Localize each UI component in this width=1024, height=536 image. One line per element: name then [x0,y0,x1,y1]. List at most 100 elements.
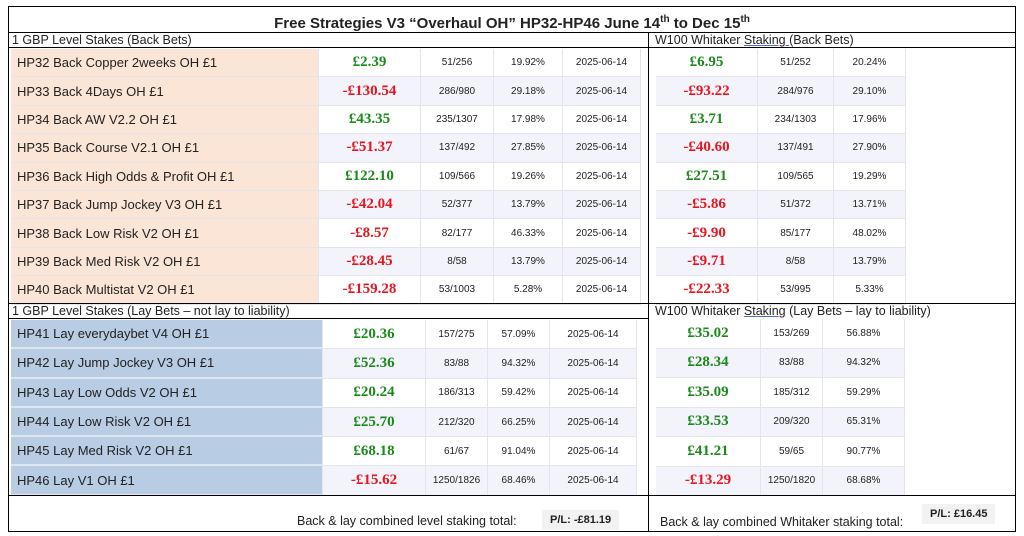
win-ratio: 186/313 [426,378,488,408]
title-sup: th [660,14,670,25]
whitaker-win-ratio: 1250/1820 [761,466,823,496]
strike-rate: 13.79% [494,247,563,277]
whitaker-win-ratio: 8/58 [758,247,834,277]
win-ratio: 83/88 [426,349,488,379]
page-title: Free Strategies V3 “Overhaul OH” HP32-HP… [9,7,1015,33]
strategy-name: HP39 Back Med Risk V2 OH £1 [11,247,319,277]
start-date: 2025-06-14 [563,134,641,163]
table-row: -£13.29 1250/1820 68.68% [656,466,905,496]
whitaker-strike-rate: 19.29% [834,162,906,191]
start-date: 2025-06-14 [563,190,641,220]
profit-loss: -£15.62 [323,466,426,496]
back-level-rows: HP32 Back Copper 2weeks OH £1 £2.39 51/256… [11,49,641,305]
whitaker-profit-loss: -£9.90 [656,219,758,248]
table-row: £28.34 83/88 94.32% [656,348,905,378]
whitaker-profit-loss: -£93.22 [656,77,758,106]
profit-loss: -£51.37 [319,134,421,163]
header-text: W100 Whitaker [655,304,744,318]
whitaker-profit-loss: £33.53 [656,407,761,437]
win-ratio: 286/980 [421,77,494,106]
whitaker-win-ratio: 137/491 [758,134,834,163]
whitaker-win-ratio: 234/1303 [758,105,834,135]
whitaker-profit-loss: £6.95 [656,49,758,78]
whitaker-profit-loss: £27.51 [656,162,758,191]
start-date: 2025-06-14 [550,466,637,496]
whitaker-win-ratio: 51/252 [758,49,834,78]
profit-loss: £20.36 [323,320,426,350]
win-ratio: 51/256 [421,49,494,78]
whitaker-strike-rate: 68.68% [823,466,905,496]
table-row: HP45 Lay Med Risk V2 OH £1 £68.18 61/67 91.… [11,437,637,467]
whitaker-strike-rate: 94.32% [823,348,905,378]
profit-loss: £43.35 [319,105,421,135]
table-row: -£5.86 51/372 13.71% [656,190,906,220]
win-ratio: 1250/1826 [426,466,488,496]
whitaker-strike-rate: 27.90% [834,134,906,163]
whitaker-profit-loss: -£13.29 [656,466,761,496]
table-row: HP42 Lay Jump Jockey V3 OH £1 £52.36 83/88… [11,349,637,379]
start-date: 2025-06-14 [563,247,641,277]
whitaker-total-label: Back & lay combined Whitaker staking tot… [660,515,904,529]
level-total-pl: P/L: -£81.19 [542,510,620,530]
table-row: HP44 Lay Low Risk V2 OH £1 £25.70 212/320 6… [11,407,637,438]
whitaker-profit-loss: £35.09 [656,378,761,408]
table-row: HP46 Lay V1 OH £1 -£15.62 1250/1826 68.46% 2… [11,466,637,496]
whitaker-strike-rate: 29.10% [834,77,906,106]
table-row: HP40 Back Multistat V2 OH £1 -£159.28 53/1… [11,276,641,305]
win-ratio: 157/275 [426,320,488,350]
profit-loss: £2.39 [319,49,421,78]
lay-level-header: 1 GBP Level Stakes (Lay Bets – not lay t… [9,304,648,319]
win-ratio: 82/177 [421,219,494,248]
whitaker-win-ratio: 109/565 [758,162,834,191]
profit-loss: £52.36 [323,349,426,379]
profit-loss: £20.24 [323,378,426,408]
strategy-name: HP38 Back Low Risk V2 OH £1 [11,219,319,248]
strategy-name: HP42 Lay Jump Jockey V3 OH £1 [11,349,323,379]
strike-rate: 57.09% [488,320,550,350]
table-row: -£22.33 53/995 5.33% [656,276,906,305]
strategy-name: HP41 Lay everydaybet V4 OH £1 [11,320,323,350]
strike-rate: 19.26% [494,162,563,191]
whitaker-strike-rate: 48.02% [834,219,906,248]
table-row: HP41 Lay everydaybet V4 OH £1 £20.36 157/2… [11,320,637,350]
strike-rate: 66.25% [488,407,550,438]
whitaker-strike-rate: 59.29% [823,378,905,408]
whitaker-total-pl: P/L: £16.45 [922,504,996,524]
strategy-name: HP36 Back High Odds & Profit OH £1 [11,162,319,191]
whitaker-profit-loss: £35.02 [656,319,761,349]
lay-whitaker-header: W100 Whitaker Staking (Lay Bets – lay to… [649,304,1015,319]
whitaker-strike-rate: 65.31% [823,407,905,437]
table-row: HP38 Back Low Risk V2 OH £1 -£8.57 82/177 4… [11,219,641,248]
back-whitaker-rows: £6.95 51/252 20.24% -£93.22 284/976 29.10% £3.… [656,49,906,305]
table-row: -£93.22 284/976 29.10% [656,77,906,106]
win-ratio: 61/67 [426,437,488,467]
profit-loss: -£130.54 [319,77,421,106]
profit-loss: -£159.28 [319,276,421,305]
whitaker-profit-loss: £3.71 [656,105,758,135]
strike-rate: 5.28% [494,276,563,305]
title-text: Free Strategies V3 “Overhaul OH” HP32-HP… [274,15,661,32]
results-table: Free Strategies V3 “Overhaul OH” HP32-HP… [8,6,1016,532]
start-date: 2025-06-14 [550,407,637,438]
table-row: HP34 Back AW V2.2 OH £1 £43.35 235/1307 17.… [11,105,641,135]
strategy-name: HP44 Lay Low Risk V2 OH £1 [11,407,323,438]
strategy-name: HP32 Back Copper 2weeks OH £1 [11,49,319,78]
table-row: HP33 Back 4Days OH £1 -£130.54 286/980 29.1… [11,77,641,106]
whitaker-profit-loss: -£40.60 [656,134,758,163]
lay-level-rows: HP41 Lay everydaybet V4 OH £1 £20.36 157/2… [11,320,637,496]
win-ratio: 137/492 [421,134,494,163]
profit-loss: £68.18 [323,437,426,467]
start-date: 2025-06-14 [563,77,641,106]
profit-loss: -£28.45 [319,247,421,277]
start-date: 2025-06-14 [563,219,641,248]
strike-rate: 27.85% [494,134,563,163]
table-row: HP36 Back High Odds & Profit OH £1 £122.1… [11,162,641,191]
win-ratio: 109/566 [421,162,494,191]
strategy-name: HP37 Back Jump Jockey V3 OH £1 [11,190,319,220]
title-sup-2: th [740,14,750,25]
profit-loss: -£8.57 [319,219,421,248]
table-row: -£9.71 8/58 13.79% [656,247,906,277]
table-row: £3.71 234/1303 17.96% [656,105,906,135]
strategy-name: HP34 Back AW V2.2 OH £1 [11,105,319,135]
table-row: -£9.90 85/177 48.02% [656,219,906,248]
